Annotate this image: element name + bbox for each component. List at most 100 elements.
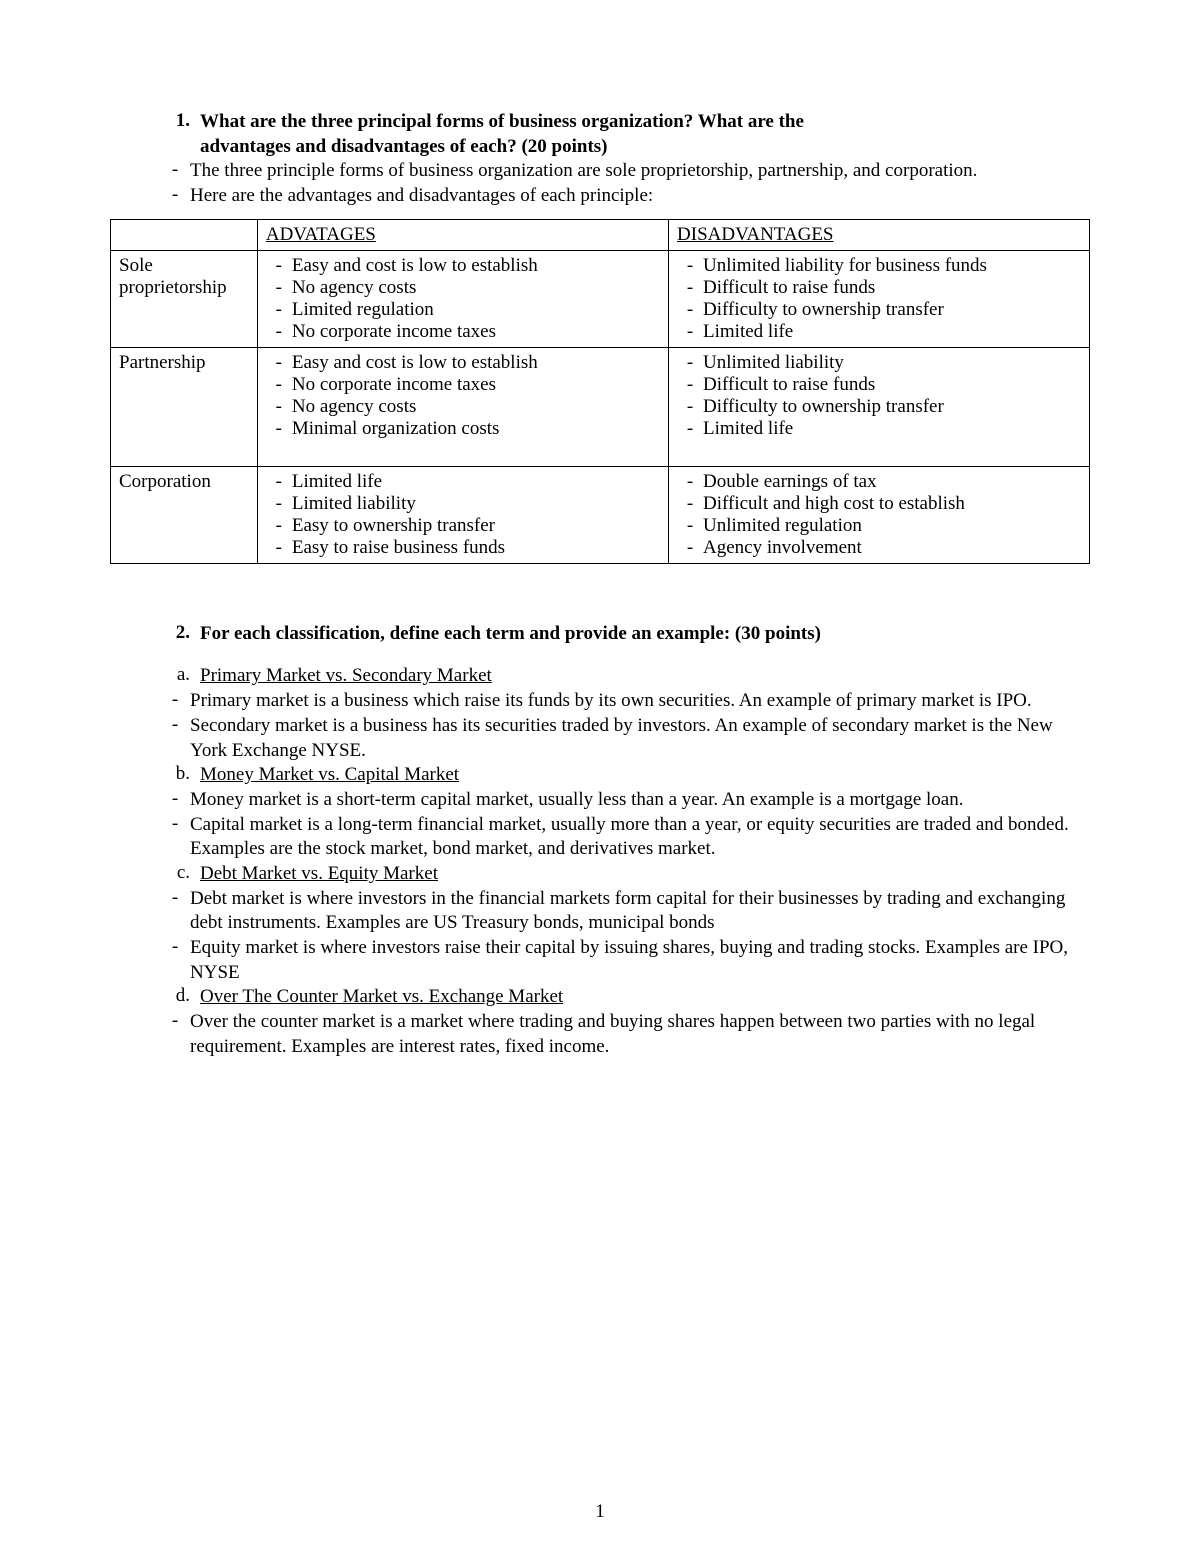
dash-bullet: - bbox=[677, 493, 703, 515]
table-header-dis: DISADVANTAGES bbox=[669, 219, 1090, 250]
table-header-blank bbox=[111, 219, 258, 250]
q2-item-row: d.Over The Counter Market vs. Exchange M… bbox=[160, 985, 1090, 1010]
cell-list-text: Easy and cost is low to establish bbox=[292, 255, 538, 277]
q2-subitem-title: Money Market vs. Capital Market bbox=[200, 763, 1090, 788]
q2-item-row: -Primary market is a business which rais… bbox=[160, 689, 1090, 714]
q2-subitem-text: Primary market is a business which raise… bbox=[190, 689, 1090, 714]
q1-line1: What are the three principal forms of bu… bbox=[200, 111, 804, 132]
dash-bullet: - bbox=[677, 299, 703, 321]
dash-bullet: - bbox=[677, 471, 703, 493]
dash-bullet: - bbox=[677, 374, 703, 396]
q2-subitem-letter: c. bbox=[160, 862, 200, 884]
q2-subitem-title: Debt Market vs. Equity Market bbox=[200, 862, 1090, 887]
question-1-block: 1. What are the three principal forms of… bbox=[160, 110, 1090, 209]
cell-list-text: Easy to raise business funds bbox=[292, 537, 505, 559]
dash-bullet: - bbox=[266, 374, 292, 396]
cell-list-item: -Limited life bbox=[677, 418, 1081, 440]
dash-bullet: - bbox=[160, 1010, 190, 1032]
table-cell-disadvantages: -Unlimited liability for business funds-… bbox=[669, 250, 1090, 347]
dash-bullet: - bbox=[677, 418, 703, 440]
cell-list-item: -Difficult to raise funds bbox=[677, 374, 1081, 396]
cell-list-item: -No corporate income taxes bbox=[266, 374, 660, 396]
dash-bullet: - bbox=[266, 493, 292, 515]
table-row: Partnership-Easy and cost is low to esta… bbox=[111, 347, 1090, 466]
q1-heading-row: 1. What are the three principal forms of… bbox=[160, 110, 1090, 159]
q2-subitem-text: Equity market is where investors raise t… bbox=[190, 936, 1090, 985]
cell-list-text: Limited liability bbox=[292, 493, 416, 515]
q1-answer1: The three principle forms of business or… bbox=[190, 159, 1090, 184]
cell-list-item: -No agency costs bbox=[266, 396, 660, 418]
dash-bullet: - bbox=[677, 537, 703, 559]
cell-list-text: Limited regulation bbox=[292, 299, 434, 321]
dash-bullet: - bbox=[160, 184, 190, 206]
table-row: Corporation-Limited life-Limited liabili… bbox=[111, 466, 1090, 563]
q1-line2: advantages and disadvantages of each? (2… bbox=[200, 136, 608, 157]
cell-list-text: Agency involvement bbox=[703, 537, 862, 559]
question-2-block: 2. For each classification, define each … bbox=[160, 622, 1090, 1060]
q2-number: 2. bbox=[160, 622, 200, 644]
cell-list-text: No agency costs bbox=[292, 396, 417, 418]
cell-list-item: -Minimal organization costs bbox=[266, 418, 660, 440]
cell-list-text: Minimal organization costs bbox=[292, 418, 500, 440]
cell-list-item: -Difficulty to ownership transfer bbox=[677, 396, 1081, 418]
q2-item-row: a.Primary Market vs. Secondary Market bbox=[160, 664, 1090, 689]
cell-list-item: -Unlimited liability bbox=[677, 352, 1081, 374]
q2-subitem-letter: b. bbox=[160, 763, 200, 785]
dash-bullet: - bbox=[160, 788, 190, 810]
comparison-table: ADVATAGES DISADVANTAGES Sole proprietors… bbox=[110, 219, 1090, 564]
cell-list-item: -Limited regulation bbox=[266, 299, 660, 321]
cell-list-item: -Difficult and high cost to establish bbox=[677, 493, 1081, 515]
q2-item-row: c.Debt Market vs. Equity Market bbox=[160, 862, 1090, 887]
cell-list-item: -Limited life bbox=[266, 471, 660, 493]
cell-list-item: -No corporate income taxes bbox=[266, 321, 660, 343]
q2-subitem-title: Primary Market vs. Secondary Market bbox=[200, 664, 1090, 689]
cell-list-item: -Limited life bbox=[677, 321, 1081, 343]
q2-item-row: -Debt market is where investors in the f… bbox=[160, 887, 1090, 936]
dash-bullet: - bbox=[266, 299, 292, 321]
cell-list-item: -Easy to ownership transfer bbox=[266, 515, 660, 537]
cell-list-text: Difficult and high cost to establish bbox=[703, 493, 965, 515]
page-number: 1 bbox=[0, 1501, 1200, 1523]
q2-subitem-text: Debt market is where investors in the fi… bbox=[190, 887, 1090, 936]
q2-heading-row: 2. For each classification, define each … bbox=[160, 622, 1090, 647]
cell-list-text: Difficult to raise funds bbox=[703, 374, 875, 396]
q1-answer2: Here are the advantages and disadvantage… bbox=[190, 184, 1090, 209]
dash-bullet: - bbox=[677, 396, 703, 418]
table-row-name: Partnership bbox=[111, 347, 258, 466]
q2-item-row: b.Money Market vs. Capital Market bbox=[160, 763, 1090, 788]
q2-subitem-text: Capital market is a long-term financial … bbox=[190, 813, 1090, 862]
dash-bullet: - bbox=[160, 936, 190, 958]
q2-item-row: -Money market is a short-term capital ma… bbox=[160, 788, 1090, 813]
cell-list-item: -Easy and cost is low to establish bbox=[266, 352, 660, 374]
q2-item-row: -Over the counter market is a market whe… bbox=[160, 1010, 1090, 1059]
dash-bullet: - bbox=[160, 159, 190, 181]
table-header-adv: ADVATAGES bbox=[257, 219, 668, 250]
cell-list-item: -Unlimited liability for business funds bbox=[677, 255, 1081, 277]
dash-bullet: - bbox=[160, 813, 190, 835]
cell-list-text: No corporate income taxes bbox=[292, 374, 496, 396]
cell-list-item: -Difficulty to ownership transfer bbox=[677, 299, 1081, 321]
q2-item-row: -Capital market is a long-term financial… bbox=[160, 813, 1090, 862]
cell-list-text: Unlimited liability for business funds bbox=[703, 255, 987, 277]
dash-bullet: - bbox=[266, 418, 292, 440]
cell-list-text: Limited life bbox=[292, 471, 382, 493]
q2-subitem-text: Secondary market is a business has its s… bbox=[190, 714, 1090, 763]
dash-bullet: - bbox=[160, 714, 190, 736]
table-cell-advantages: -Limited life-Limited liability-Easy to … bbox=[257, 466, 668, 563]
dash-bullet: - bbox=[266, 277, 292, 299]
dash-bullet: - bbox=[677, 321, 703, 343]
cell-list-text: Unlimited liability bbox=[703, 352, 844, 374]
q2-subitem-letter: a. bbox=[160, 664, 200, 686]
cell-list-text: Difficulty to ownership transfer bbox=[703, 396, 944, 418]
cell-list-text: Limited life bbox=[703, 321, 793, 343]
dash-bullet: - bbox=[266, 471, 292, 493]
dash-bullet: - bbox=[677, 352, 703, 374]
header-dis-text: DISADVANTAGES bbox=[677, 224, 833, 245]
dash-bullet: - bbox=[266, 321, 292, 343]
q2-subitem-letter: d. bbox=[160, 985, 200, 1007]
table-cell-disadvantages: -Unlimited liability-Difficult to raise … bbox=[669, 347, 1090, 466]
cell-list-text: Easy and cost is low to establish bbox=[292, 352, 538, 374]
cell-list-text: Difficulty to ownership transfer bbox=[703, 299, 944, 321]
q1-answer2-row: - Here are the advantages and disadvanta… bbox=[160, 184, 1090, 209]
cell-list-text: Double earnings of tax bbox=[703, 471, 877, 493]
